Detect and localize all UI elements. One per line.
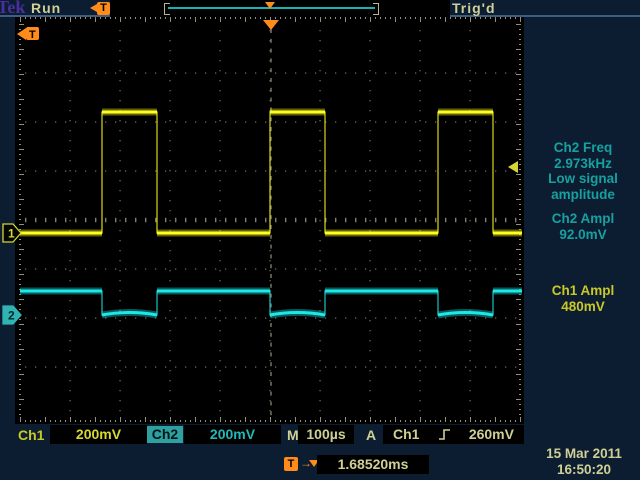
measurement-value: 92.0mV xyxy=(559,226,607,242)
measurement-label: Ch2 Freq xyxy=(553,140,613,155)
acquisition-status: Run xyxy=(31,0,62,16)
ch1-label: Ch1 xyxy=(18,427,45,443)
top-status-bar: Tek Run T Trig'd xyxy=(0,0,640,17)
trigger-position-triangle-icon xyxy=(309,460,319,467)
rising-edge-slope-icon xyxy=(438,429,450,440)
ch1-scale-readout: 200mV xyxy=(50,425,147,444)
record-view-left-bracket xyxy=(164,3,170,15)
timebase-label: M xyxy=(287,427,299,443)
trigger-status: Trig'd xyxy=(452,0,496,16)
ch2-scale-readout: 200mV xyxy=(184,425,281,444)
measurement-label: Ch2 Ampl xyxy=(551,211,615,226)
measurement-label: Ch1 Ampl xyxy=(551,283,615,298)
ch1-position-marker-label: 1 xyxy=(8,227,15,241)
timebase-readout: 100µs xyxy=(298,425,354,444)
measurement-value: 2.973kHz xyxy=(554,155,612,171)
record-view-right-bracket xyxy=(373,3,379,15)
record-view xyxy=(110,0,450,17)
measurement-warning-line1: Low signal xyxy=(548,171,618,186)
trigger-source: Ch1 xyxy=(393,426,420,442)
datetime-readout: 15 Mar 2011 16:50:20 xyxy=(528,446,640,477)
trigger-mode-label: A xyxy=(366,427,377,443)
record-view-trigger-marker-icon xyxy=(265,2,275,9)
tek-logo: Tek xyxy=(0,0,26,17)
measurement-ch1-ampl: Ch1 Ampl 480mV xyxy=(526,283,640,314)
trigger-offscreen-arrow-icon xyxy=(90,4,97,12)
measurement-warning-line2: amplitude xyxy=(551,186,615,202)
waveform-display xyxy=(15,17,524,424)
measurement-value: 480mV xyxy=(561,298,605,314)
trigger-t-icon: T xyxy=(97,2,110,15)
time: 16:50:20 xyxy=(556,461,612,477)
measurement-ch2-freq: Ch2 Freq 2.973kHz Low signal amplitude xyxy=(526,140,640,202)
ch2-label-selected: Ch2 xyxy=(147,426,183,443)
ch2-position-marker-label: 2 xyxy=(8,309,15,323)
trigger-readout: Ch1 260mV xyxy=(383,425,524,444)
trigger-position-t-icon: T xyxy=(284,457,298,471)
trigger-position-readout: 1.68520ms xyxy=(317,455,429,474)
measurement-ch2-ampl: Ch2 Ampl 92.0mV xyxy=(526,211,640,242)
date: 15 Mar 2011 xyxy=(546,446,622,461)
trigger-level: 260mV xyxy=(468,426,514,442)
